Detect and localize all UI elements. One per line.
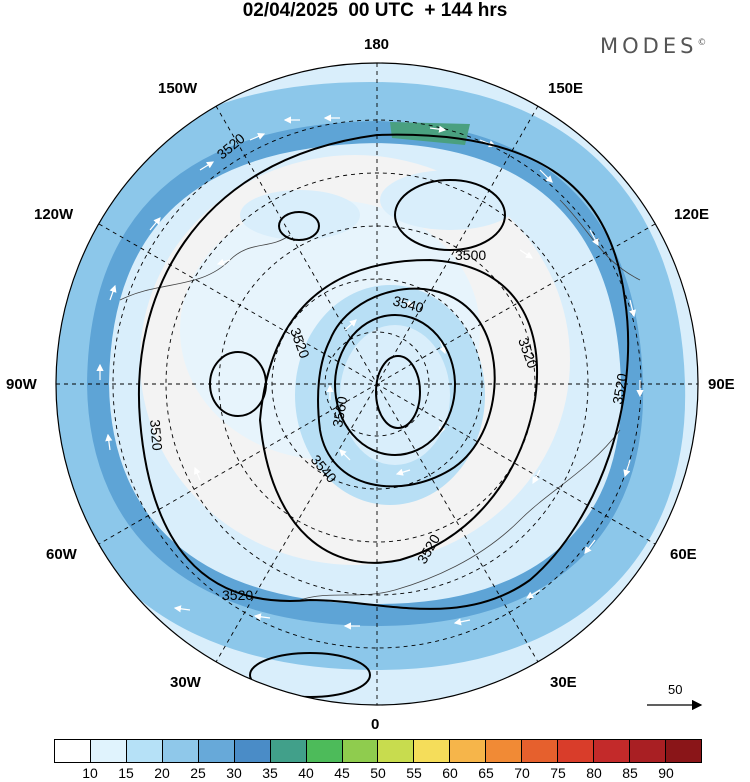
colorbar-swatch (126, 740, 163, 762)
contour-label: 3500 (455, 247, 486, 263)
colorbar-tick-label: 25 (190, 765, 206, 781)
colorbar-swatch (522, 740, 559, 762)
colorbar-swatch (378, 740, 415, 762)
colorbar (54, 739, 702, 763)
colorbar-swatch (198, 740, 235, 762)
jet-band (56, 81, 686, 671)
lon-label-0: 0 (371, 716, 380, 733)
contour-label: 3520 (147, 419, 166, 452)
lon-label-30w: 30W (170, 674, 201, 691)
polar-map: 3520 3500 3540 3520 3520 3520 3560 3540 … (55, 62, 699, 706)
map-disk (56, 63, 698, 705)
lon-label-90w: 90W (6, 376, 37, 393)
map-title: 02/04/2025 00 UTC + 144 hrs (242, 0, 508, 21)
colorbar-swatch (90, 740, 127, 762)
colorbar-swatch (630, 740, 666, 762)
colorbar-tick-label: 60 (442, 765, 458, 781)
lon-label-30e: 30E (550, 674, 577, 691)
colorbar-tick-label: 30 (226, 765, 242, 781)
contour-label: 3520 (609, 372, 630, 406)
contour-label: 3540 (391, 292, 425, 316)
contour-label: 3520 (222, 587, 253, 603)
colorbar-swatch (558, 740, 595, 762)
wind-reference-label: 50 (668, 682, 683, 697)
max-wind-patch (390, 122, 470, 145)
colorbar-swatch (594, 740, 630, 762)
lon-label-60e: 60E (670, 546, 697, 563)
colorbar-tick-label: 80 (586, 765, 602, 781)
colorbar-swatch (55, 740, 91, 762)
lon-label-120w: 120W (34, 206, 74, 223)
lon-label-150e: 150E (548, 80, 584, 97)
lon-label-120e: 120E (674, 206, 710, 223)
wind-arrows (96, 114, 644, 630)
colorbar-ticks: 10 15 20 25 30 35 40 45 50 55 60 65 70 75 80 85 90 (54, 765, 702, 782)
colorbar-tick-label: 55 (406, 765, 422, 781)
colorbar-swatch (486, 740, 523, 762)
colorbar-swatch (162, 740, 199, 762)
colorbar-tick-label: 35 (262, 765, 278, 781)
colorbar-swatch (665, 740, 701, 762)
lon-label-180: 180 (364, 36, 390, 53)
colorbar-swatch (342, 740, 379, 762)
colorbar-tick-label: 20 (154, 765, 170, 781)
contour-label: 3560 (329, 395, 350, 429)
colorbar-tick-label: 75 (550, 765, 566, 781)
map-border (55, 62, 699, 706)
colorbar-tick-label: 50 (370, 765, 386, 781)
colorbar-swatch (306, 740, 343, 762)
lon-label-150w: 150W (158, 80, 198, 97)
colorbar-tick-label: 45 (334, 765, 350, 781)
colorbar-tick-label: 70 (514, 765, 530, 781)
colorbar-swatch (270, 740, 307, 762)
height-contours (138, 133, 630, 698)
colorbar-tick-label: 15 (118, 765, 134, 781)
colorbar-tick-label: 65 (478, 765, 494, 781)
colorbar-swatch (234, 740, 271, 762)
wind-reference-arrow (647, 699, 703, 711)
lon-label-90e: 90E (708, 376, 735, 393)
colorbar-tick-label: 10 (82, 765, 98, 781)
lon-label-60w: 60W (46, 546, 77, 563)
colorbar-tick-label: 40 (298, 765, 314, 781)
colorbar-tick-label: 90 (658, 765, 674, 781)
colorbar-swatch (414, 740, 451, 762)
colorbar-tick-label: 85 (622, 765, 638, 781)
brand-logo: MODES© (600, 34, 707, 58)
colorbar-swatch (450, 740, 487, 762)
